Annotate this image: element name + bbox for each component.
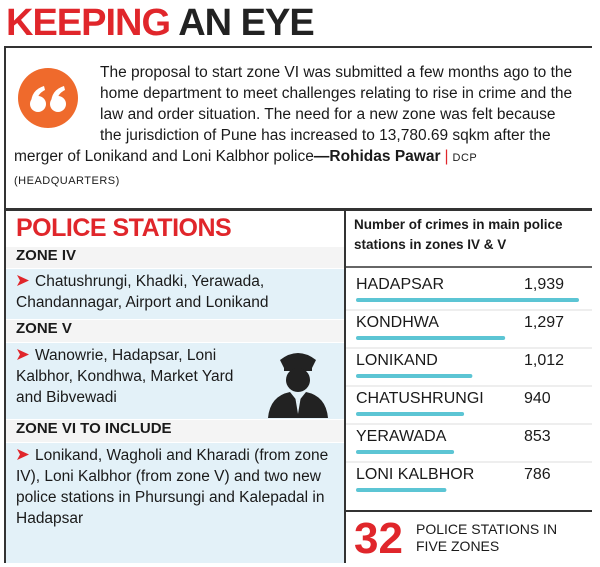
bar	[356, 450, 455, 454]
category-label: YERAWADA	[356, 428, 447, 445]
value-label: 1,297	[524, 314, 564, 331]
station-count-label: POLICE STATIONS IN FIVE ZONES	[416, 521, 558, 554]
value-label: 853	[524, 428, 551, 445]
category-label: HADAPSAR	[356, 276, 444, 293]
category-label: LONIKAND	[356, 352, 438, 369]
zone-text: Chatushrungi, Khadki, Yerawada, Chandann…	[16, 273, 269, 311]
zone-stations: Chatushrungi, Khadki, Yerawada, Chandann…	[6, 269, 344, 319]
footer: 32 POLICE STATIONS IN FIVE ZONES	[346, 510, 592, 563]
bullet	[17, 349, 29, 360]
value-label: 940	[524, 390, 551, 407]
category-label: KONDHWA	[356, 314, 439, 331]
category-label: LONI KALBHOR	[356, 466, 474, 483]
title-part: KEEPING	[6, 2, 171, 44]
frame	[4, 46, 592, 563]
chart-title: Number of crimes in main police stations…	[354, 217, 563, 252]
zone-name: ZONE VI TO INCLUDE	[6, 420, 344, 442]
bullet	[17, 275, 29, 286]
zone-text: Lonikand, Wagholi and Kharadi (from zone…	[16, 447, 329, 527]
zone-text: Wanowrie, Hadapsar, Loni Kalbhor, Kondhw…	[16, 347, 234, 406]
value-label: 786	[524, 466, 551, 483]
quote-icon	[18, 68, 78, 128]
divider	[344, 211, 346, 563]
bar	[356, 298, 579, 302]
section-title: POLICE STATIONS	[16, 214, 232, 242]
chart-title-box: Number of crimes in main police stations…	[354, 217, 563, 252]
quote-text: The proposal to start zone VI was submit…	[14, 64, 573, 165]
chart: Number of crimes in main police stations…	[346, 217, 592, 492]
title: KEEPING AN EYE	[6, 2, 315, 45]
quote-role: DCP (HEADQUARTERS)	[14, 152, 478, 187]
bar	[356, 336, 506, 340]
quote-author: —Rohidas Pawar	[313, 148, 441, 165]
value-label: 1,939	[524, 276, 564, 293]
zone-name: ZONE IV	[6, 247, 344, 268]
bar	[356, 412, 465, 416]
title-part: AN EYE	[178, 2, 314, 44]
divider	[4, 208, 592, 211]
bar	[356, 488, 447, 492]
bullet	[17, 449, 29, 460]
category-label: CHATUSHRUNGI	[356, 390, 484, 407]
police-icon	[268, 353, 328, 418]
bar	[356, 374, 473, 378]
zone-stations: Lonikand, Wagholi and Kharadi (from zone…	[6, 443, 344, 563]
separator: |	[444, 148, 449, 165]
value-label: 1,012	[524, 352, 564, 369]
station-count: 32	[354, 514, 403, 563]
zone-name: ZONE V	[6, 320, 344, 342]
quote: The proposal to start zone VI was submit…	[14, 62, 580, 192]
